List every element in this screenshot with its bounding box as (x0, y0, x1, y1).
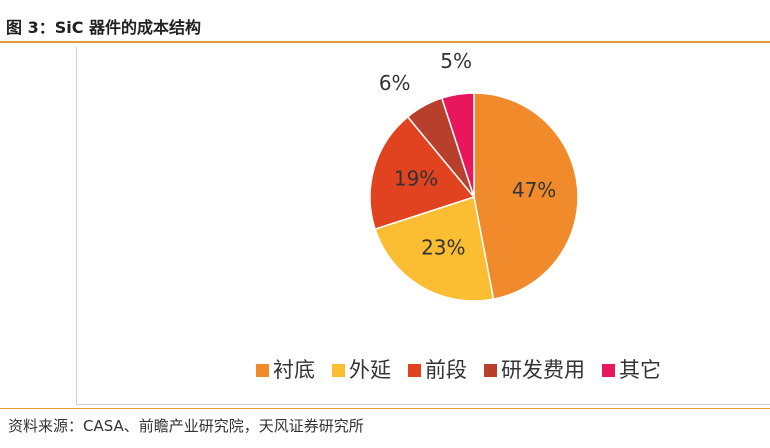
data-label-2: 23% (421, 235, 465, 259)
figure-title: 图 3：SiC 器件的成本结构 (6, 18, 202, 37)
legend-swatch-3 (408, 364, 421, 377)
pie-slice-1 (473, 92, 579, 301)
legend-item-2: 外延 (332, 358, 391, 382)
pie-slice-3 (369, 115, 476, 231)
legend-label-3: 前段 (425, 358, 467, 382)
chart-frame (76, 47, 770, 405)
legend-item-4: 研发费用 (484, 358, 585, 382)
legend-label-4: 研发费用 (501, 358, 585, 382)
legend-swatch-1 (256, 364, 269, 377)
source-note: 资料来源：CASA、前瞻产业研究院，天风证券研究所 (8, 417, 364, 435)
pie-slice-5 (440, 92, 475, 198)
legend-swatch-5 (602, 364, 615, 377)
data-label-4: 6% (379, 71, 411, 95)
legend-label-1: 衬底 (273, 358, 315, 382)
data-label-3: 19% (394, 167, 438, 191)
source-divider (0, 408, 770, 409)
legend-item-5: 其它 (602, 358, 661, 382)
data-label-5: 5% (440, 49, 472, 73)
legend-swatch-2 (332, 364, 345, 377)
pie-slices (369, 92, 579, 302)
pie-labels: 47% 23% 19% 6% 5% (379, 49, 556, 259)
pie-slice-2 (374, 196, 495, 302)
legend-item-1: 衬底 (256, 358, 315, 382)
legend: 衬底 外延 前段 研发费用 其它 (256, 358, 661, 382)
legend-swatch-4 (484, 364, 497, 377)
data-label-1: 47% (512, 178, 556, 202)
title-divider (0, 41, 770, 43)
legend-item-3: 前段 (408, 358, 467, 382)
legend-label-5: 其它 (619, 358, 661, 382)
legend-label-2: 外延 (349, 358, 391, 382)
